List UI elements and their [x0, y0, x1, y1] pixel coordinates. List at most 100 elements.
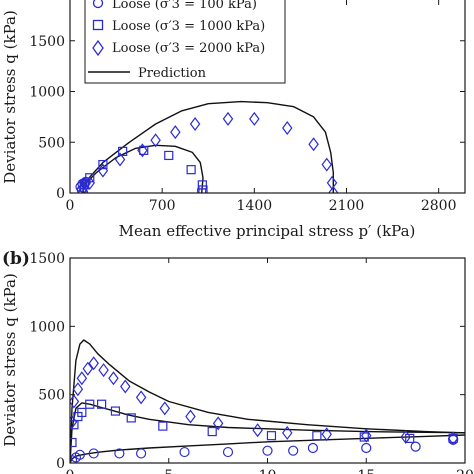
legend-label: Loose (σ′3 = 100 kPa): [112, 0, 257, 12]
data-point-circle: [136, 448, 147, 459]
data-point-circle: [222, 446, 234, 458]
data-point-square: [96, 399, 107, 409]
legend-label: Loose (σ′3 = 2000 kPa): [112, 41, 265, 56]
legend-label: Loose (σ′3 = 1000 kPa): [112, 19, 265, 34]
legend-label: Prediction: [138, 66, 207, 81]
prediction-curve: [70, 434, 465, 463]
panel-b-markers: [70, 356, 459, 463]
data-point-diamond: [70, 415, 78, 429]
data-point-square: [197, 180, 207, 190]
y-tick-label: 500: [38, 135, 65, 151]
data-point-diamond: [98, 363, 109, 378]
legend-circle-marker: [92, 0, 104, 9]
legend-item-square: Loose (σ′3 = 1000 kPa): [92, 19, 265, 34]
x-tick-label: 15: [357, 468, 375, 474]
y-tick-label: 500: [38, 388, 65, 404]
data-point-square: [405, 433, 415, 443]
data-point-diamond: [159, 401, 171, 416]
data-point-diamond: [189, 116, 201, 131]
data-point-diamond: [77, 180, 89, 193]
data-point-diamond: [137, 143, 148, 158]
data-point-diamond: [170, 125, 181, 140]
data-point-diamond: [282, 121, 293, 136]
data-point-circle: [288, 445, 299, 456]
y-tick-label: 1000: [29, 85, 65, 101]
legend: Loose (σ′3 = 100 kPa) Loose (σ′3 = 1000 …: [84, 0, 286, 84]
y-tick-label: 0: [56, 186, 65, 202]
data-point-square: [85, 399, 95, 409]
data-point-square: [70, 437, 77, 448]
data-point-diamond: [185, 409, 196, 424]
panel-a-plot-frame: [69, 0, 466, 194]
data-point-diamond: [135, 390, 147, 405]
panel-b: 0 5 10 15 20 0 500 1000 1500 (b) Deviator stress…: [1, 249, 474, 474]
data-point-diamond: [150, 133, 161, 148]
data-point-diamond: [84, 175, 95, 190]
panel-a-x-axis-title: Mean effective principal stress p′ (kPa): [119, 222, 416, 240]
data-point-square: [85, 173, 95, 183]
x-tick-label: 2800: [421, 198, 457, 214]
prediction-curve: [83, 100, 334, 193]
legend-box: [84, 0, 286, 84]
prediction-curve: [83, 144, 204, 193]
data-point-square: [118, 146, 128, 156]
data-point-square: [198, 185, 208, 193]
data-point-circle: [410, 441, 421, 452]
panel-b-label: (b): [2, 249, 30, 269]
data-point-diamond: [76, 371, 88, 386]
data-point-circle: [361, 442, 372, 454]
x-tick-label: 1400: [237, 198, 273, 214]
panel-a-axes: [69, 0, 466, 194]
data-point-diamond: [308, 137, 319, 152]
data-point-circle: [179, 446, 190, 458]
panel-a-y-axis-title: Deviator stress q (kPa): [1, 10, 19, 184]
data-point-diamond: [321, 427, 332, 442]
data-point-diamond: [282, 425, 293, 440]
panel-b-prediction-curves: [70, 339, 465, 463]
x-tick-label: 10: [259, 468, 277, 474]
data-point-diamond: [400, 430, 411, 445]
legend-diamond-marker: [92, 39, 104, 57]
legend-item-prediction: Prediction: [88, 66, 207, 81]
x-tick-label: 2100: [329, 198, 365, 214]
data-point-diamond: [120, 379, 131, 394]
data-point-diamond: [97, 163, 109, 178]
legend-square-marker: [92, 19, 104, 31]
data-point-circle: [74, 449, 85, 460]
data-point-diamond: [108, 371, 119, 386]
x-tick-label: 5: [164, 468, 173, 474]
data-point-diamond: [212, 416, 224, 431]
data-point-square: [158, 421, 168, 431]
panel-a: 0 700 1400 2100 2800 0 500 1000 1500 Mean effect…: [1, 0, 466, 240]
panel-b-y-axis-title: Deviator stress q (kPa): [1, 273, 19, 447]
data-point-diamond: [252, 423, 263, 438]
x-tick-label: 700: [149, 198, 176, 214]
y-tick-label: 1000: [29, 319, 65, 335]
data-point-diamond: [114, 152, 126, 167]
y-tick-label: 1500: [29, 251, 65, 267]
panel-a-ticks: 0 700 1400 2100 2800 0 500 1000 1500: [29, 0, 465, 214]
data-point-circle: [88, 448, 99, 459]
data-point-square: [110, 406, 121, 416]
data-point-diamond: [72, 382, 84, 397]
data-point-square: [126, 413, 136, 423]
y-tick-label: 1500: [29, 34, 65, 50]
data-point-diamond: [70, 394, 80, 409]
data-point-square: [98, 159, 108, 170]
data-point-square: [266, 431, 277, 441]
data-point-circle: [262, 445, 273, 456]
data-point-square: [312, 431, 322, 441]
data-point-diamond: [222, 111, 234, 126]
data-point-diamond: [328, 186, 339, 193]
panel-b-ticks: 0 5 10 15 20 0 500 1000 1500: [29, 251, 474, 474]
data-point-square: [186, 165, 196, 175]
data-point-square: [164, 150, 174, 161]
legend-item-circle: Loose (σ′3 = 100 kPa): [92, 0, 257, 12]
legend-item-diamond: Loose (σ′3 = 2000 kPa): [92, 39, 265, 57]
data-point-square: [207, 426, 217, 437]
x-tick-label: 0: [66, 468, 75, 474]
data-point-diamond: [447, 431, 459, 446]
y-tick-label: 0: [56, 456, 65, 472]
data-point-diamond: [361, 428, 372, 443]
